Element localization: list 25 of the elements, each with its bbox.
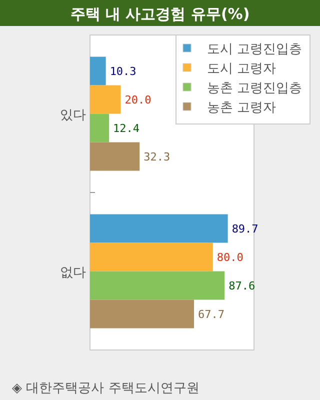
bar xyxy=(90,114,110,142)
data-label: 80.0 xyxy=(216,251,244,264)
data-label: 12.4 xyxy=(113,122,140,135)
y-tick-label: 있다 xyxy=(60,108,86,123)
bar xyxy=(90,300,194,328)
bar xyxy=(90,214,228,243)
bar xyxy=(90,271,225,300)
legend-label: 도시 고령진입층 xyxy=(207,42,302,57)
data-label: 10.3 xyxy=(110,65,136,78)
bar xyxy=(90,142,140,171)
y-tick-label: 없다 xyxy=(60,265,86,280)
bar xyxy=(90,242,213,272)
chart-title: 주택 내 사고경험 유무(%) xyxy=(70,5,250,23)
legend-label: 농촌 고령진입층 xyxy=(207,81,302,96)
data-label: 32.3 xyxy=(144,150,170,164)
title: 주택 내 사고경험 유무(%) xyxy=(0,0,320,26)
data-label: 20.0 xyxy=(124,94,152,106)
bar xyxy=(90,85,121,114)
data-label: 67.7 xyxy=(198,308,225,321)
data-label: 89.7 xyxy=(232,222,258,236)
legend-label: 도시 고령자 xyxy=(207,62,276,76)
legend-label: 농촌 고령자 xyxy=(207,100,276,116)
data-label: 87.6 xyxy=(228,280,256,292)
text: ◈ 대한주택공사 주택도시연구원 xyxy=(12,381,200,396)
bar xyxy=(90,56,106,86)
